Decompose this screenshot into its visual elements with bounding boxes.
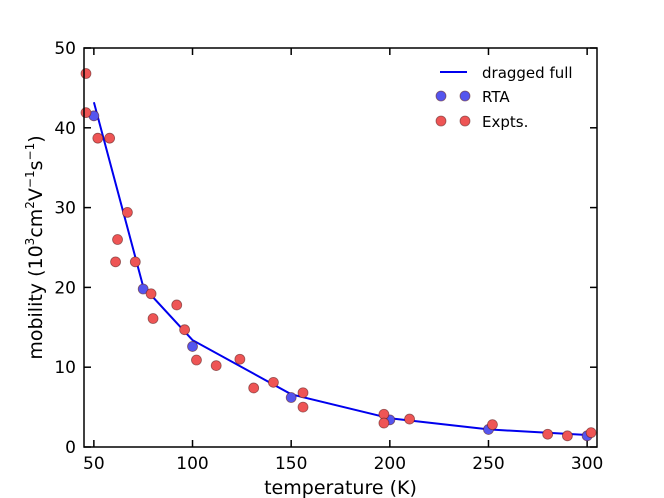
- axis-ticks: [84, 47, 597, 448]
- legend-expts-marker: [459, 115, 471, 127]
- point-expts: [562, 430, 573, 442]
- point-rta: [137, 283, 149, 295]
- point-expts: [378, 417, 390, 429]
- x-tick-label: 50: [83, 454, 105, 474]
- plot-frame: [83, 47, 598, 448]
- point-expts: [147, 313, 159, 324]
- legend: dragged full RTA Expts.: [435, 64, 573, 131]
- point-expts: [179, 324, 191, 336]
- y-tick-label: 10: [54, 358, 76, 378]
- x-tick-label: 250: [472, 454, 504, 474]
- x-tick-label: 300: [571, 454, 603, 474]
- y-label-exp3: −1: [23, 170, 37, 188]
- point-expts: [210, 360, 222, 372]
- y-label-exp4: −1: [23, 143, 37, 161]
- y-label-exp1: 3: [23, 238, 37, 246]
- x-tick-label: 150: [275, 454, 307, 474]
- point-expts: [542, 428, 554, 440]
- point-rta: [285, 392, 297, 403]
- point-expts: [80, 107, 92, 119]
- scatter-series: [80, 68, 597, 442]
- y-tick-label: 30: [54, 199, 76, 219]
- point-expts: [248, 382, 260, 394]
- y-label-mid3: s: [25, 160, 47, 170]
- y-label-suffix: ): [25, 135, 47, 142]
- line-series: [92, 102, 588, 436]
- y-label-prefix: mobility (10: [25, 245, 47, 359]
- point-expts: [122, 206, 133, 218]
- point-expts: [129, 256, 141, 268]
- line-dragged-full: [92, 102, 588, 436]
- point-expts: [80, 68, 92, 79]
- y-axis-label: mobility (103cm2V−1s−1): [23, 135, 47, 359]
- legend-label: Expts.: [482, 113, 528, 131]
- point-expts: [404, 413, 415, 425]
- point-expts: [92, 132, 104, 144]
- y-label-exp2: 2: [23, 201, 37, 209]
- legend-label: dragged full: [482, 64, 573, 82]
- y-label-mid2: V: [25, 188, 47, 201]
- legend-label: RTA: [482, 88, 510, 106]
- x-axis-label: temperature (K): [264, 477, 417, 498]
- x-tick-label: 200: [374, 454, 406, 474]
- point-expts: [171, 299, 183, 311]
- y-label-mid1: cm: [25, 209, 47, 238]
- y-tick-label: 50: [54, 39, 76, 59]
- x-tick-label: 100: [176, 454, 208, 474]
- point-expts: [104, 132, 116, 144]
- legend-expts-marker: [435, 115, 447, 127]
- point-expts: [234, 353, 246, 365]
- legend-rta-marker: [459, 90, 471, 102]
- point-expts: [487, 419, 498, 431]
- point-expts: [191, 354, 202, 366]
- point-expts: [585, 427, 597, 439]
- y-tick-label: 0: [65, 438, 76, 458]
- point-expts: [268, 376, 279, 388]
- point-expts: [110, 256, 121, 268]
- legend-rta-marker: [435, 90, 447, 102]
- y-tick-label: 40: [54, 119, 76, 139]
- point-expts: [297, 387, 309, 399]
- point-rta: [187, 341, 198, 352]
- point-expts: [297, 401, 309, 413]
- y-tick-label: 20: [54, 278, 76, 298]
- point-expts: [112, 234, 123, 245]
- point-expts: [145, 288, 157, 300]
- tick-labels: 50 100 150 200 250 300 0 10 20 30 40 50: [54, 39, 603, 474]
